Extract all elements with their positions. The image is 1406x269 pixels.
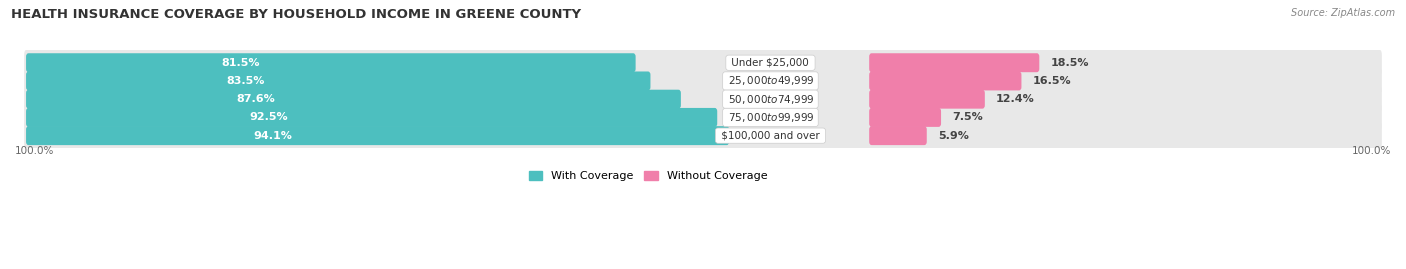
FancyBboxPatch shape [869, 72, 1021, 90]
Legend: With Coverage, Without Coverage: With Coverage, Without Coverage [524, 167, 772, 186]
Text: 7.5%: 7.5% [952, 112, 983, 122]
Text: 83.5%: 83.5% [226, 76, 264, 86]
Text: 92.5%: 92.5% [249, 112, 288, 122]
Text: Source: ZipAtlas.com: Source: ZipAtlas.com [1291, 8, 1395, 18]
Text: 5.9%: 5.9% [938, 131, 969, 141]
Text: Under $25,000: Under $25,000 [728, 58, 813, 68]
Text: 94.1%: 94.1% [253, 131, 292, 141]
Text: 87.6%: 87.6% [236, 94, 276, 104]
Text: 100.0%: 100.0% [1351, 146, 1391, 156]
Text: 18.5%: 18.5% [1050, 58, 1088, 68]
Text: 81.5%: 81.5% [221, 58, 259, 68]
FancyBboxPatch shape [869, 126, 927, 145]
Text: $75,000 to $99,999: $75,000 to $99,999 [725, 111, 815, 124]
FancyBboxPatch shape [27, 90, 681, 109]
FancyBboxPatch shape [24, 49, 1382, 76]
FancyBboxPatch shape [869, 90, 984, 109]
FancyBboxPatch shape [24, 122, 1382, 149]
Text: $50,000 to $74,999: $50,000 to $74,999 [725, 93, 815, 106]
Text: HEALTH INSURANCE COVERAGE BY HOUSEHOLD INCOME IN GREENE COUNTY: HEALTH INSURANCE COVERAGE BY HOUSEHOLD I… [11, 8, 581, 21]
Text: 12.4%: 12.4% [995, 94, 1035, 104]
Text: $100,000 and over: $100,000 and over [718, 131, 823, 141]
FancyBboxPatch shape [24, 104, 1382, 131]
Text: $25,000 to $49,999: $25,000 to $49,999 [725, 75, 815, 87]
FancyBboxPatch shape [27, 72, 651, 90]
FancyBboxPatch shape [869, 53, 1039, 72]
FancyBboxPatch shape [27, 126, 730, 145]
Text: 16.5%: 16.5% [1032, 76, 1071, 86]
FancyBboxPatch shape [24, 67, 1382, 95]
FancyBboxPatch shape [24, 86, 1382, 113]
FancyBboxPatch shape [27, 108, 717, 127]
FancyBboxPatch shape [27, 53, 636, 72]
FancyBboxPatch shape [869, 108, 941, 127]
Text: 100.0%: 100.0% [15, 146, 55, 156]
